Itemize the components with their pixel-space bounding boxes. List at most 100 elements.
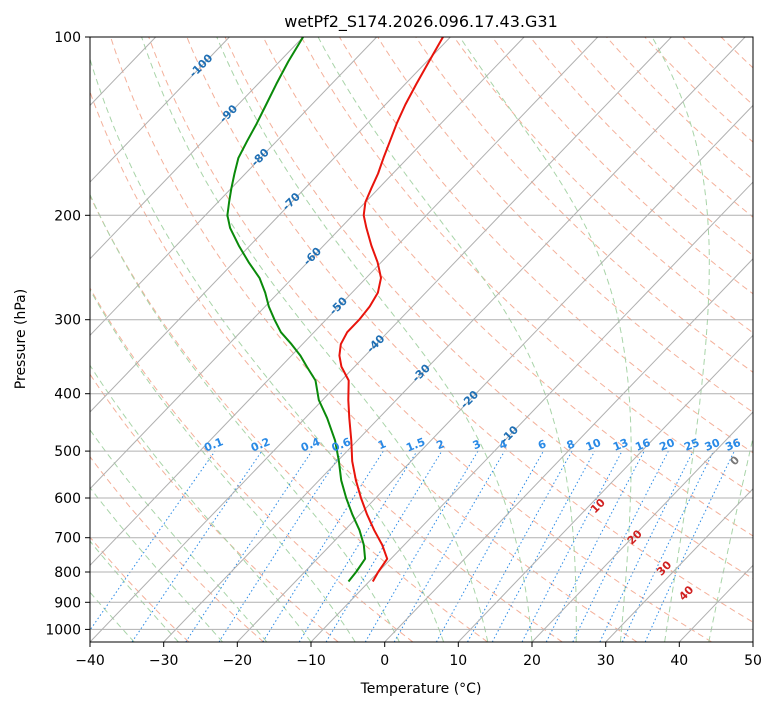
dry-adiabat-line [90, 90, 563, 642]
isotherm-line [236, 104, 753, 642]
y-tick-label: 900 [54, 595, 81, 611]
x-tick-label: 50 [744, 653, 762, 669]
mixing-ratio-line [599, 450, 694, 642]
dry-adiabat-line [415, 37, 753, 373]
x-tick-label: 0 [380, 653, 389, 669]
isotherm-line [90, 37, 230, 183]
mixing-ratio-line [435, 450, 544, 642]
isotherm-line [310, 181, 753, 642]
mixing-ratio-line [393, 450, 506, 642]
isotherm-line [90, 37, 672, 642]
plot-frame [89, 36, 754, 643]
moist-adiabat-line [90, 57, 445, 642]
chart-title: wetPf2_S174.2026.096.17.43.G31 [284, 12, 558, 32]
mixing-ratio-label: 20 [658, 436, 677, 454]
isotherm-line [90, 37, 599, 567]
y-tick-label: 700 [54, 531, 81, 547]
isotherm-line [752, 641, 753, 642]
mixing-ratio-line [131, 450, 263, 642]
dry-adiabat-line [90, 287, 414, 642]
mixing-ratio-label: 13 [611, 436, 630, 454]
dry-adiabat-line [453, 37, 753, 334]
x-tick-label: 10 [449, 653, 467, 669]
x-tick-label: −20 [223, 653, 253, 669]
isotherm-line [90, 37, 304, 260]
temperature-line [338, 37, 444, 582]
mixing-ratio-line [218, 450, 344, 642]
moist-adiabat-line [708, 435, 753, 642]
isotherm-line [605, 487, 753, 642]
pressure-gridlines [90, 37, 753, 630]
y-tick-label: 100 [54, 30, 81, 46]
dry-adiabat-line [186, 37, 753, 623]
x-axis: −40 −30 −20 −10 0 10 20 30 40 50 [75, 642, 762, 669]
mixing-ratio-line [262, 450, 384, 642]
x-tick-label: 30 [597, 653, 615, 669]
mixing-ratio-label: 10 [584, 436, 603, 454]
isotherm-line [0, 37, 8, 642]
isotherm-line [90, 37, 525, 490]
y-axis-label: Pressure (hPa) [13, 289, 29, 389]
moist-adiabat-line [651, 37, 710, 642]
isotherm-line [90, 37, 451, 413]
mixing-ratio-label: 36 [724, 436, 743, 454]
x-tick-label: 20 [523, 653, 541, 669]
dry-adiabat-line [300, 37, 753, 495]
moist-adiabat-line [90, 429, 268, 642]
mixing-ratio-line [644, 450, 735, 642]
mixing-ratio-line [298, 450, 418, 642]
mixing-ratio-label: 16 [633, 436, 652, 454]
dry-adiabat-line [262, 37, 753, 537]
x-tick-label: −40 [75, 653, 105, 669]
y-tick-label: 600 [54, 491, 81, 507]
mixing-ratio-label: 8 [565, 437, 577, 452]
mixing-ratio-label: 3 [471, 437, 483, 452]
isotherms [0, 37, 753, 642]
mixing-ratio-lines [90, 450, 735, 642]
dry-adiabat-line [568, 37, 753, 218]
mixing-ratio-line [491, 450, 596, 642]
isotherm-line [457, 334, 753, 642]
y-tick-label: 300 [54, 313, 81, 329]
x-axis-label: Temperature (°C) [360, 681, 482, 697]
mixing-ratio-line [467, 450, 573, 642]
y-tick-label: 1000 [45, 622, 81, 638]
dry-adiabat-line [148, 37, 712, 642]
mixing-ratio-label: 1 [376, 437, 388, 452]
isotherm-line [531, 411, 753, 642]
x-tick-label: −10 [296, 653, 326, 669]
dry-adiabat-line [110, 37, 638, 642]
dry-adiabat-line [529, 37, 753, 256]
moist-adiabat-line [317, 37, 577, 642]
plot-area [90, 37, 753, 642]
mixing-ratio-line [90, 450, 216, 632]
mixing-ratio-line [621, 450, 715, 642]
moist-adiabat-line [216, 37, 533, 642]
isotherm-line [90, 37, 378, 337]
y-axis: 100 200 300 400 500 600 700 800 900 1000 [45, 30, 90, 638]
y-tick-label: 500 [54, 444, 81, 460]
x-tick-label: −30 [149, 653, 179, 669]
moist-adiabat-line [141, 37, 489, 642]
mixing-ratio-label: 30 [703, 436, 722, 454]
profile-series [226, 37, 444, 583]
mixing-ratio-label: 2 [435, 437, 447, 452]
isotherm-line [384, 258, 753, 642]
mixing-ratio-line [325, 450, 443, 642]
dry-adiabat-line [90, 194, 488, 642]
mixing-ratio-label: 25 [682, 436, 701, 454]
dewpoint-line [226, 37, 367, 583]
dry-adiabat-line [759, 37, 775, 642]
y-tick-label: 400 [54, 387, 81, 403]
y-tick-label: 800 [54, 565, 81, 581]
dry-adiabat-line [90, 455, 264, 642]
moist-adiabat-line [90, 288, 356, 642]
y-tick-label: 200 [54, 208, 81, 224]
moist-adiabats [90, 37, 753, 642]
dry-adiabat-line [224, 37, 753, 580]
mixing-ratio-line [364, 450, 479, 642]
moist-adiabat-line [459, 37, 632, 642]
x-tick-label: 40 [670, 653, 688, 669]
isotherm-line [163, 37, 746, 642]
